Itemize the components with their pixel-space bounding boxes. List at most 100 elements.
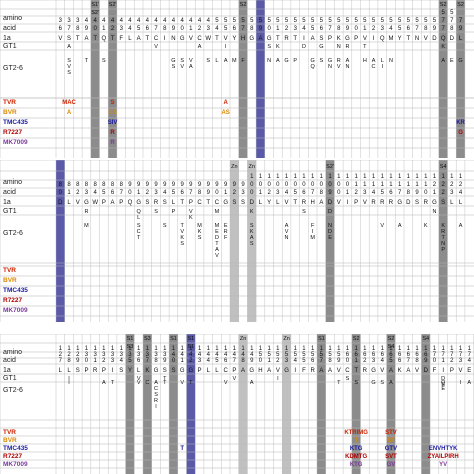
gt26-substitution: T — [111, 380, 115, 386]
reference-residue: V — [285, 200, 289, 206]
position-digit: 1 — [93, 358, 97, 364]
gt26-substitution: R — [154, 398, 158, 404]
highlight-column — [56, 160, 65, 322]
position-digit: 7 — [468, 352, 472, 358]
position-digit: 4 — [233, 352, 237, 358]
position-digit: 9 — [415, 190, 419, 196]
reference-residue: P — [119, 200, 123, 206]
alignment-grid-1: aminoacid1aGT1GT2-6TVRBVRTMC435R7227MK70… — [0, 0, 474, 158]
position-digit: 5 — [398, 26, 402, 32]
gt26-substitution: T — [163, 380, 167, 386]
position-digit: 8 — [241, 358, 245, 364]
position-digit: 7 — [154, 26, 158, 32]
position-digit: 5 — [311, 18, 315, 24]
gt26-substitution: K — [441, 223, 445, 229]
row-label-acid: acid — [3, 357, 16, 364]
position-digit: 1 — [250, 346, 254, 352]
site-label: S2 — [353, 336, 360, 342]
gt26-substitution: N — [441, 241, 445, 247]
reference-residue: A — [241, 368, 245, 374]
reference-residue: T — [93, 36, 97, 42]
gt1-substitution: M — [215, 209, 220, 215]
gt26-substitution: V — [285, 229, 289, 235]
position-digit: 3 — [207, 26, 211, 32]
position-digit: 9 — [163, 182, 167, 188]
position-digit: 0 — [354, 26, 358, 32]
position-digit: 9 — [224, 182, 228, 188]
position-digit: 5 — [389, 358, 393, 364]
position-digit: 6 — [424, 352, 428, 358]
position-digit: 1 — [398, 174, 402, 180]
position-digit: 1 — [354, 182, 358, 188]
position-digit: 1 — [372, 182, 376, 188]
position-digit: 0 — [85, 358, 89, 364]
gt1-substitution: A — [67, 44, 71, 50]
position-digit: 9 — [207, 190, 211, 196]
position-digit: 0 — [337, 182, 341, 188]
gt26-substitution: S — [137, 223, 141, 229]
gt26-substitution: S — [380, 380, 384, 386]
position-digit: 3 — [459, 358, 463, 364]
gt1-substitution: K — [250, 209, 254, 215]
gt1-substitution: A — [198, 44, 202, 50]
reference-residue: P — [354, 36, 358, 42]
gt26-substitution: V — [189, 58, 193, 64]
drug-label-bvr: BVR — [3, 109, 17, 116]
drug-label-bvr: BVR — [3, 277, 17, 284]
reference-residue: I — [442, 368, 444, 374]
position-digit: 1 — [93, 346, 97, 352]
gt26-substitution: E — [328, 235, 332, 241]
position-digit: 4 — [93, 18, 97, 24]
position-digit: 1 — [294, 346, 298, 352]
reference-residue: P — [189, 200, 193, 206]
gt26-substitution: S — [198, 235, 202, 241]
position-digit: 2 — [441, 190, 445, 196]
position-digit: 6 — [389, 352, 393, 358]
reference-residue: L — [276, 200, 280, 206]
position-digit: 9 — [346, 26, 350, 32]
site-column-s1 — [317, 334, 326, 474]
gt26-substitution: R — [337, 58, 341, 64]
position-digit: 5 — [389, 18, 393, 24]
position-digit: 5 — [407, 18, 411, 24]
position-digit: 5 — [320, 18, 324, 24]
resistance-mutation-bvr: CS — [108, 110, 116, 116]
gt26-substitution: A — [441, 58, 445, 64]
resistance-mutation-tvr: MAC — [62, 100, 76, 106]
site-column-zn — [247, 160, 257, 322]
position-digit: 0 — [93, 26, 97, 32]
site-label: S4 — [440, 164, 447, 170]
reference-residue: C — [223, 368, 228, 374]
reference-residue: I — [303, 36, 305, 42]
reference-residue: V — [380, 368, 384, 374]
resistance-mutation-tmc435: KTG — [350, 446, 363, 452]
position-digit: 4 — [207, 18, 211, 24]
position-digit: 1 — [433, 190, 437, 196]
position-digit: 1 — [407, 346, 411, 352]
gt26-substitution: F — [241, 58, 245, 64]
highlight-column — [186, 334, 196, 474]
position-digit: 6 — [59, 26, 63, 32]
position-digit: 2 — [59, 352, 63, 358]
resistance-mutation-bvr: T — [354, 438, 358, 444]
drug-label-r7227: R7227 — [3, 129, 23, 136]
reference-residue: T — [111, 36, 115, 42]
reference-residue: A — [319, 368, 323, 374]
position-digit: 0 — [259, 182, 263, 188]
reference-residue: D — [406, 200, 411, 206]
reference-residue: C — [215, 200, 220, 206]
reference-residue: G — [371, 368, 376, 374]
site-label: S1 — [318, 336, 325, 342]
position-digit: 1 — [250, 174, 254, 180]
reference-residue: N — [415, 36, 419, 42]
position-digit: 2 — [285, 26, 289, 32]
alignment-grid-2: aminoacid1aGT1GT2-6TVRBVRTMC435R7227MK70… — [0, 160, 474, 322]
position-digit: 5 — [424, 18, 428, 24]
row-label-amino: amino — [3, 179, 22, 186]
reference-residue: P — [198, 368, 202, 374]
gt26-substitution: R — [441, 229, 445, 235]
position-digit: 4 — [128, 18, 132, 24]
reference-residue: Y — [128, 368, 132, 374]
position-digit: 0 — [337, 190, 341, 196]
site-label: Zn — [283, 336, 289, 342]
